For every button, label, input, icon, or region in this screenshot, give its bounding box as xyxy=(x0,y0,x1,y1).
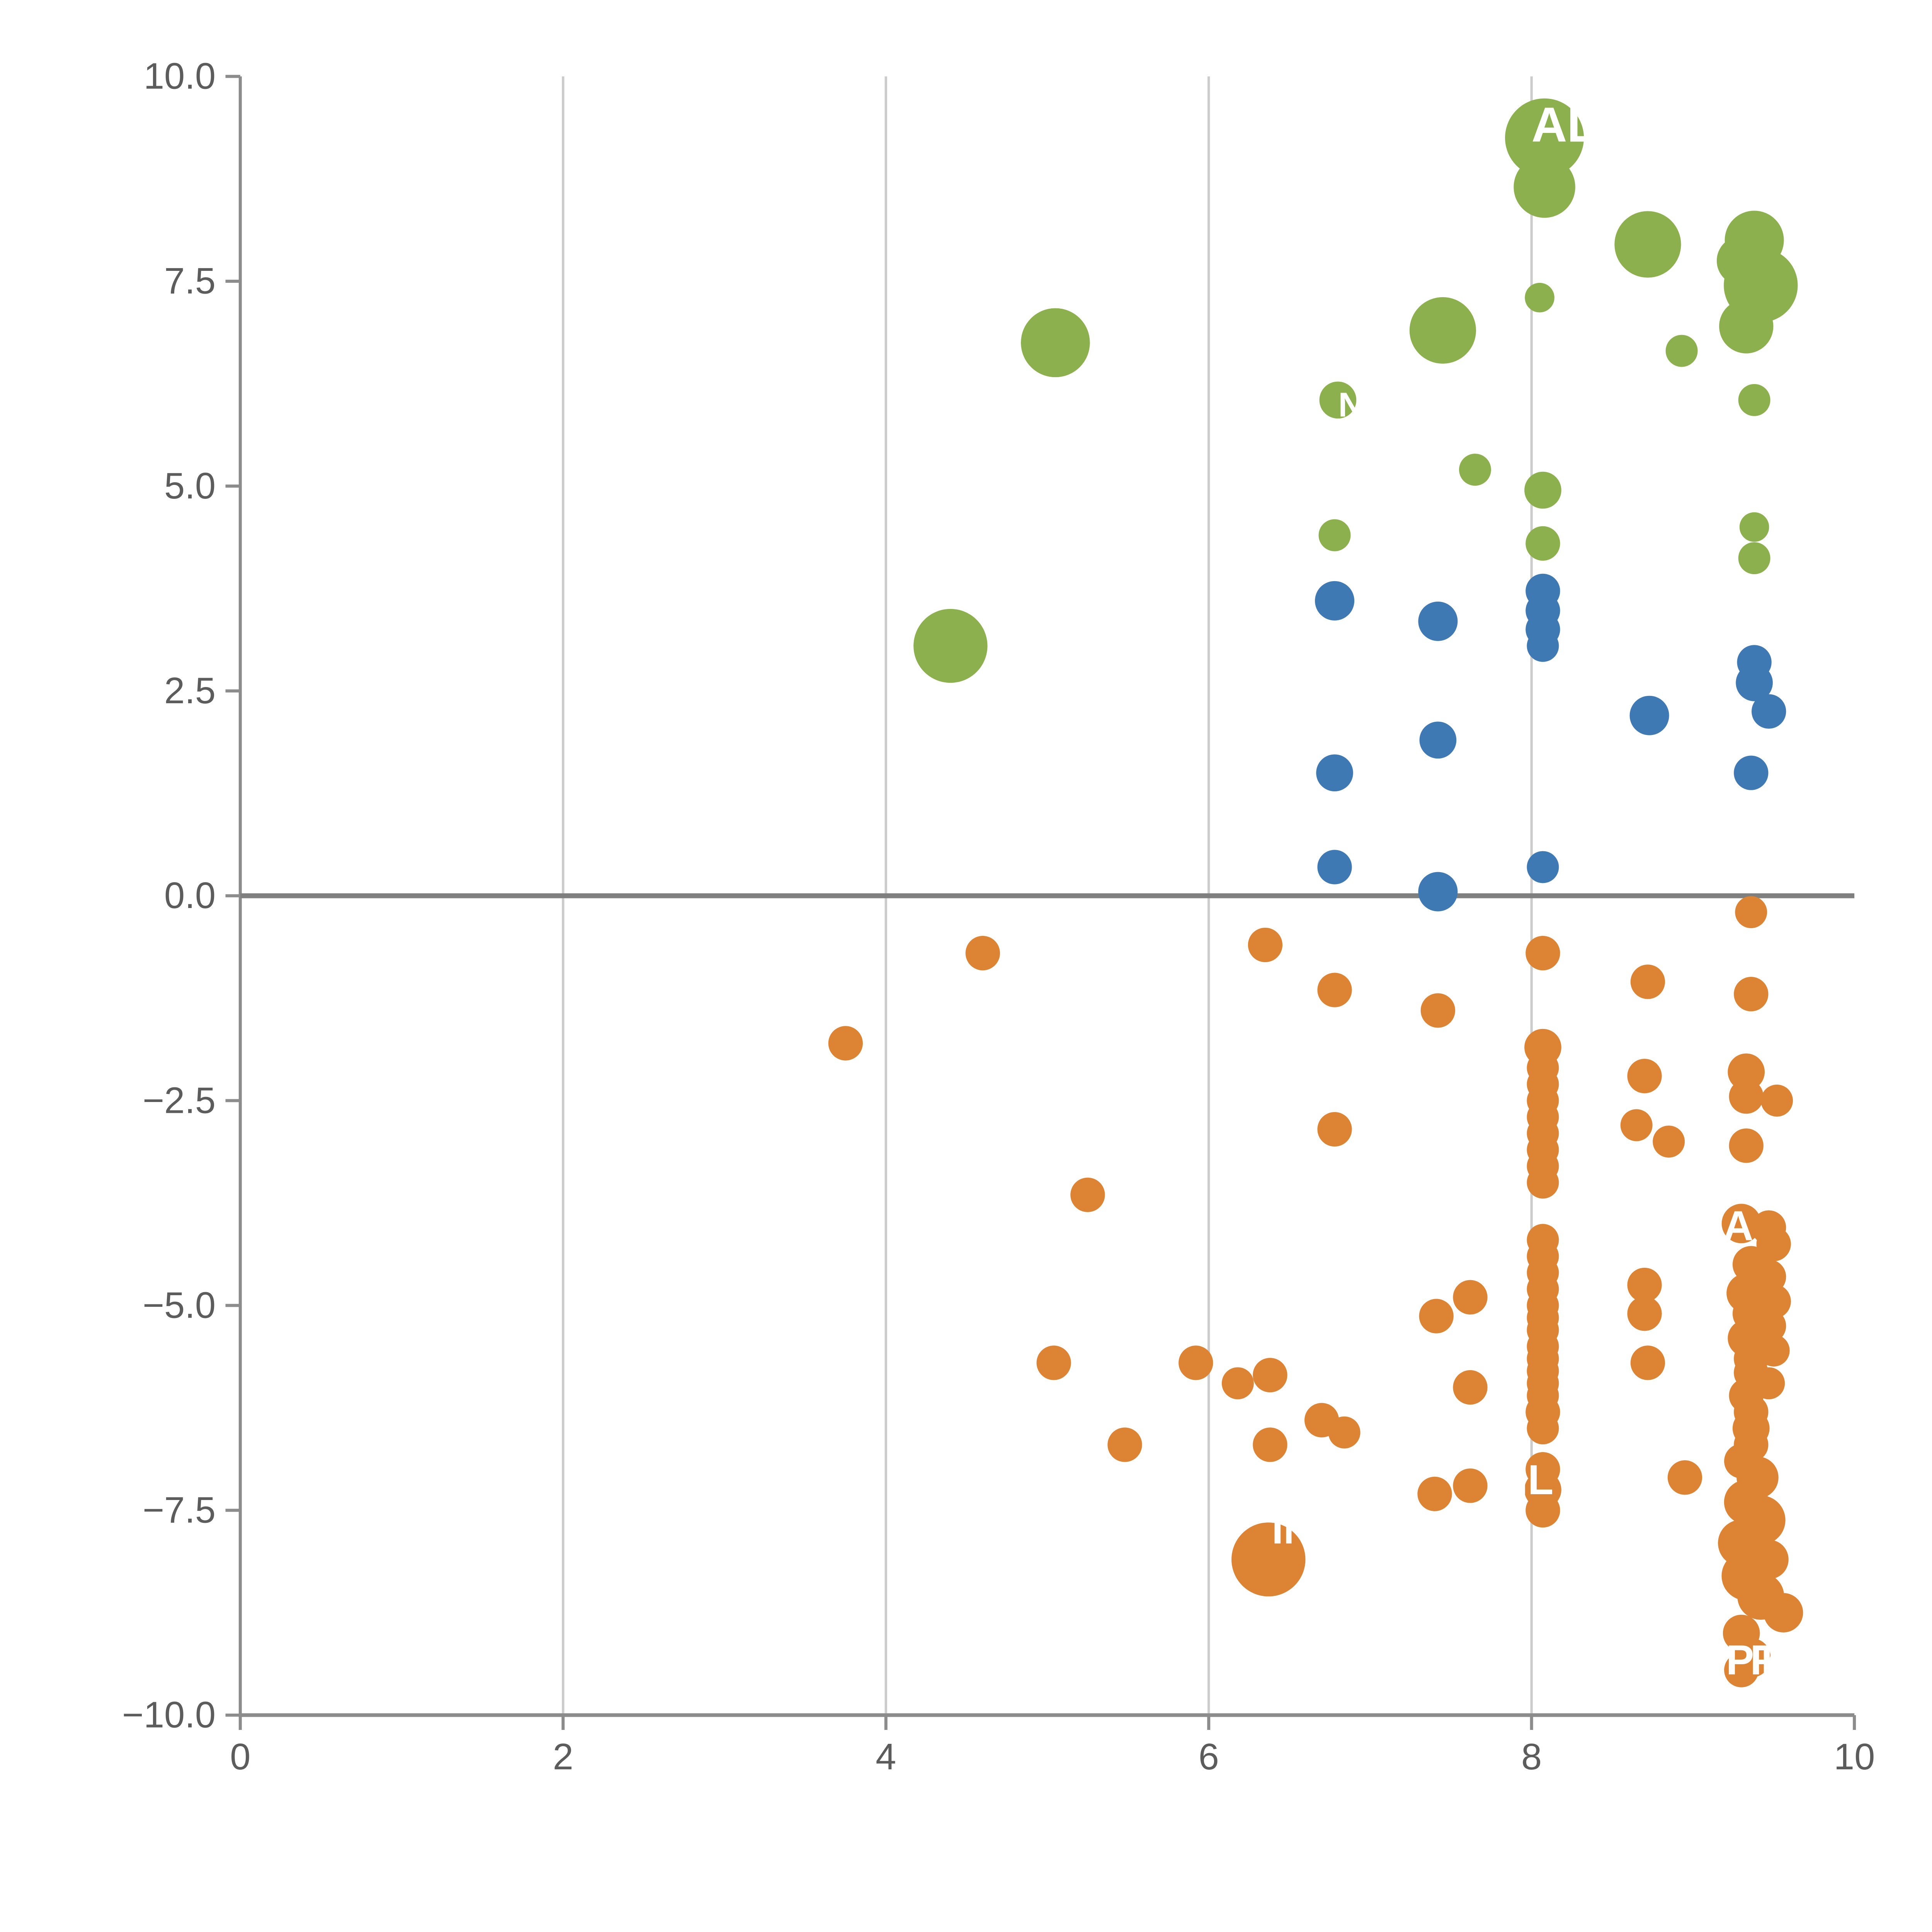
x-tick-label: 10 xyxy=(1834,1736,1875,1777)
bubble-series-orange xyxy=(1630,1345,1665,1380)
bubble-series-orange xyxy=(1653,1125,1685,1158)
bubble-series-orange xyxy=(1453,1370,1488,1405)
bubble-series-blue xyxy=(1736,664,1773,701)
bubble-series-orange xyxy=(1419,1299,1454,1333)
bubble-series-orange xyxy=(1317,973,1352,1007)
bubble-series-orange xyxy=(1417,1476,1452,1511)
bubble-series-orange xyxy=(1667,1460,1702,1495)
bubble-series-green xyxy=(1319,381,1357,419)
x-tick-label: 0 xyxy=(230,1736,250,1777)
bubble-series-green xyxy=(1524,471,1561,509)
bubble-series-orange xyxy=(1627,1296,1662,1331)
bubble-series-green xyxy=(1614,211,1681,278)
bubble-series-orange xyxy=(1317,1112,1352,1147)
bubble-series-blue xyxy=(1419,721,1457,759)
bubble-series-green xyxy=(1318,519,1351,551)
bubble-series-orange xyxy=(1420,993,1456,1028)
bubble-label: PT xyxy=(1750,1637,1804,1684)
bubble-series-blue xyxy=(1527,851,1559,883)
bubble-series-orange xyxy=(1453,1280,1488,1315)
bubble-series-blue xyxy=(1317,850,1352,884)
bubble-series-orange xyxy=(1253,1427,1287,1462)
bubble-series-orange xyxy=(1221,1367,1254,1400)
bubble-series-orange xyxy=(1735,896,1767,929)
bubble-series-orange xyxy=(1526,936,1560,971)
bubble-label: AD xyxy=(1531,98,1602,153)
bubble-series-blue xyxy=(1527,630,1559,662)
bubble-series-green xyxy=(1665,335,1698,367)
bubble-series-orange xyxy=(1729,1128,1764,1163)
bubble-series-green xyxy=(1738,542,1770,575)
bubble-series-orange xyxy=(828,1026,863,1061)
bubble-series-orange xyxy=(1453,1468,1488,1503)
bubble-series-green xyxy=(913,609,988,683)
bubble-series-green xyxy=(1739,512,1769,542)
bubble-series-orange xyxy=(1527,1412,1559,1445)
y-tick-label: −7.5 xyxy=(143,1490,216,1531)
bubble-series-green xyxy=(1738,384,1770,416)
bubble-series-orange xyxy=(1107,1427,1142,1462)
bubble-series-blue xyxy=(1418,872,1458,912)
bubble-series-blue xyxy=(1315,581,1355,621)
bubble-series-orange xyxy=(1728,1053,1765,1090)
bubble-series-green xyxy=(1525,282,1554,313)
bubble-series-blue xyxy=(1734,755,1769,790)
bubble-series-orange xyxy=(1328,1416,1361,1449)
bubble-series-blue xyxy=(1752,694,1786,729)
bubble-label: OPT xyxy=(1694,1637,1780,1684)
y-tick-label: −10.0 xyxy=(122,1694,216,1736)
bubble-series-orange xyxy=(1620,1109,1653,1141)
bubble-label: IL xyxy=(1516,1456,1553,1503)
y-tick-label: 0.0 xyxy=(164,875,216,916)
bubble-series-orange xyxy=(1729,1079,1764,1114)
bubble-series-orange xyxy=(1627,1267,1662,1303)
bubble-series-green xyxy=(1505,98,1584,177)
y-tick-label: −5.0 xyxy=(143,1284,216,1326)
bubble-series-orange xyxy=(1724,1653,1759,1687)
bubble-series-green xyxy=(1514,156,1575,218)
x-tick-label: 8 xyxy=(1521,1736,1542,1777)
bubble-series-green xyxy=(1459,454,1491,486)
y-tick-label: 5.0 xyxy=(164,465,216,507)
x-tick-label: 4 xyxy=(876,1736,896,1777)
bubble-series-blue xyxy=(1418,601,1458,641)
x-tick-label: 2 xyxy=(553,1736,573,1777)
bubble-series-orange xyxy=(1527,1166,1559,1199)
x-tick-label: 6 xyxy=(1199,1736,1219,1777)
bubble-series-green xyxy=(1526,526,1560,561)
bubble-series-orange xyxy=(1231,1522,1306,1597)
bubble-series-orange xyxy=(1253,1358,1287,1393)
bubble-series-orange xyxy=(1734,977,1769,1012)
bubble-series-orange xyxy=(1248,927,1283,963)
bubble-series-orange xyxy=(1627,1059,1662,1094)
bubble-series-orange xyxy=(1764,1593,1803,1633)
bubble-series-orange xyxy=(965,936,1000,971)
bubble-series-orange xyxy=(1036,1345,1071,1380)
bubble-series-orange xyxy=(1761,1084,1793,1117)
bubble-series-orange xyxy=(1630,964,1665,999)
bubble-series-blue xyxy=(1629,696,1669,735)
bubble-label: A xyxy=(1723,1202,1753,1249)
bubble-series-green xyxy=(1021,308,1090,378)
y-tick-label: 10.0 xyxy=(144,56,216,97)
y-tick-label: 2.5 xyxy=(164,670,216,711)
bubble-series-green xyxy=(1719,299,1774,354)
bubble-label: IN xyxy=(1272,1505,1313,1552)
bubble-series-orange xyxy=(1721,1204,1761,1243)
bubble-series-blue xyxy=(1316,754,1353,791)
bubble-label: N xyxy=(1338,385,1363,424)
bubble-series-green xyxy=(1409,297,1476,364)
y-tick-label: 7.5 xyxy=(164,260,216,302)
y-tick-label: −2.5 xyxy=(143,1080,216,1121)
bubble-series-orange xyxy=(1179,1345,1213,1380)
bubble-series-orange xyxy=(1070,1177,1105,1212)
bubble-series-orange xyxy=(1526,1493,1560,1528)
